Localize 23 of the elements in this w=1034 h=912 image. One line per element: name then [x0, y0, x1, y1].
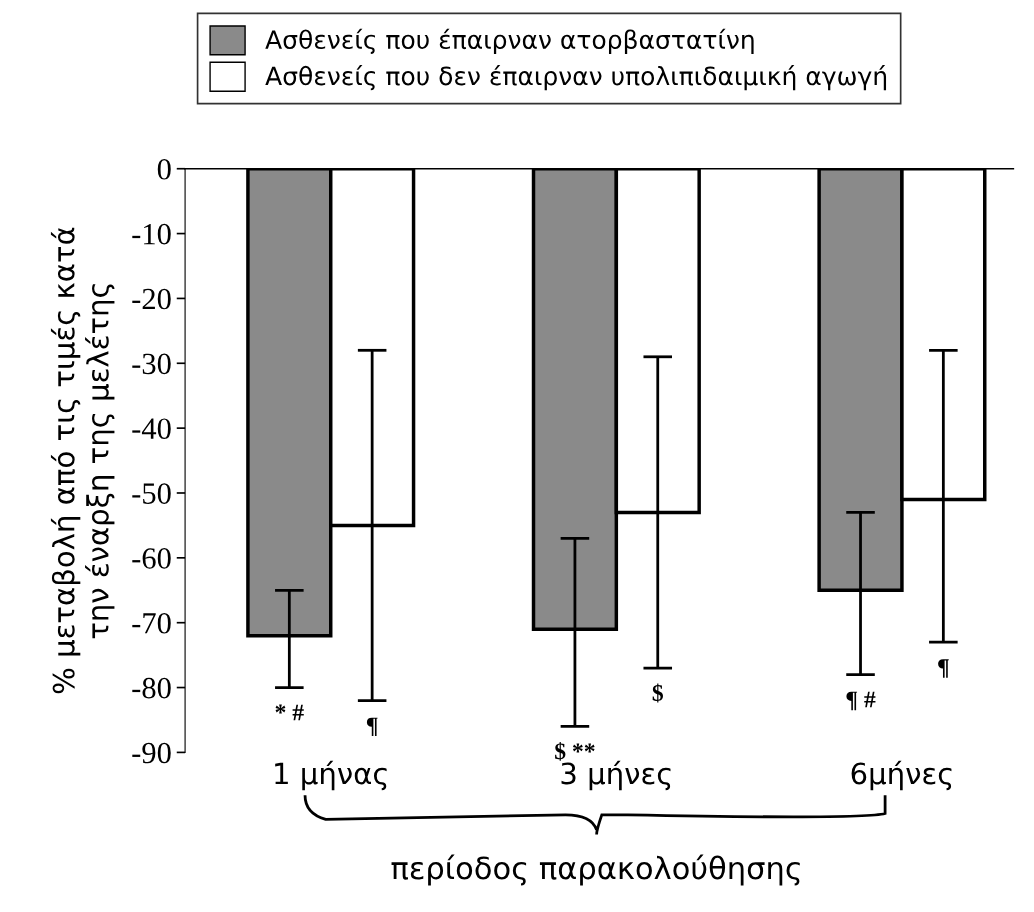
y-tick-label: -40 — [132, 418, 171, 440]
y-tick-label: -50 — [132, 483, 171, 504]
x-tick-label: 3 μήνες — [561, 760, 671, 791]
y-tick-label: -90 — [132, 742, 171, 764]
x-tick-label: 1 μήνας — [275, 760, 387, 791]
annotation: ¶ — [938, 659, 949, 678]
y-axis-title: % μεταβολή από τις τιμές κατά την έναρξη της μελέτης — [50, 227, 115, 694]
x-axis-title: περίοδος παρακολούθησης — [391, 854, 800, 886]
y-tick-label: -70 — [132, 612, 171, 634]
y-tick-label: -10 — [132, 223, 171, 245]
y-tick-label: -80 — [132, 677, 171, 699]
y-tick-label: -20 — [132, 288, 171, 310]
annotation: ¶ — [366, 717, 378, 737]
legend-label: Ασθενείς που δεν έπαιρναν υπολιπιδαιμική αγωγή — [265, 65, 887, 91]
annotation: ¶ # — [846, 691, 876, 711]
y-tick-label: 0 — [157, 159, 171, 180]
y-tick-label: -60 — [132, 548, 171, 569]
annotation: $ ** — [555, 741, 595, 761]
annotation: * # — [275, 704, 304, 721]
annotation: $ — [652, 683, 663, 703]
x-tick-label: 6μήνες — [851, 760, 952, 791]
y-tick-label: -30 — [132, 353, 171, 375]
legend-label: Ασθενείς που έπαιρναν ατορβαστατίνη — [265, 28, 754, 54]
